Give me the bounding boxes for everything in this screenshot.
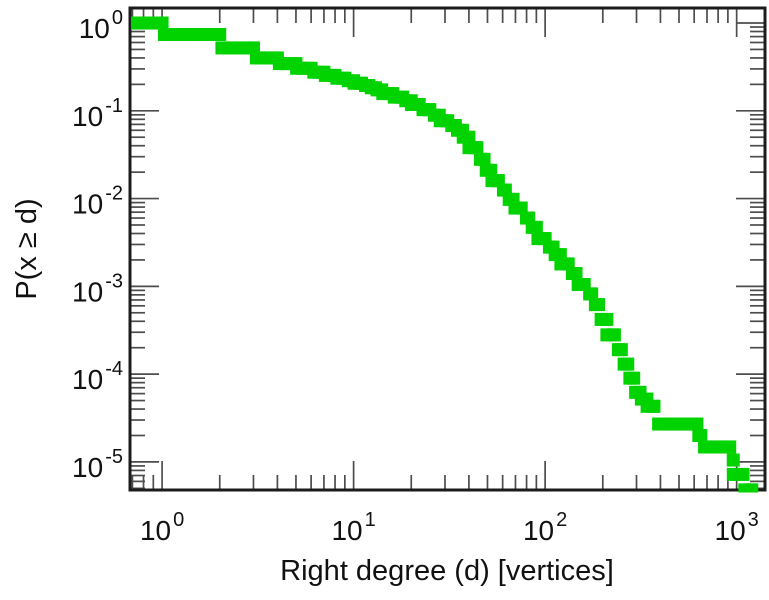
y-tick-label: 10 -1 (72, 95, 123, 132)
y-tick-label: 10 -3 (72, 270, 123, 307)
plot-border (128, 6, 767, 492)
y-tick-label: 10 0 (79, 7, 123, 44)
x-tick-label: 10 2 (523, 509, 567, 546)
x-tick-label: 10 0 (140, 509, 184, 546)
tick-labels: 10 0 10 1 10 2 10 3 10 0 10 -1 10 -2 10 -3 10 -4 10 -5 (72, 7, 759, 546)
y-tick-label: 10 -2 (72, 183, 123, 220)
y-axis-title: P(x ≥ d) (11, 198, 43, 299)
x-axis-title: Right degree (d) [vertices] (280, 555, 614, 587)
data-series-markers (131, 16, 759, 493)
y-tick-label: 10 -4 (72, 358, 123, 395)
y-tick-label: 10 -5 (72, 446, 123, 483)
x-tick-label: 10 1 (331, 509, 375, 546)
axis-ticks (130, 8, 765, 490)
x-tick-label: 10 3 (715, 509, 759, 546)
chart-generated-layer: 10 0 10 1 10 2 10 3 10 0 10 -1 10 -2 10 -3 10 -4 10 -5 (72, 6, 767, 546)
